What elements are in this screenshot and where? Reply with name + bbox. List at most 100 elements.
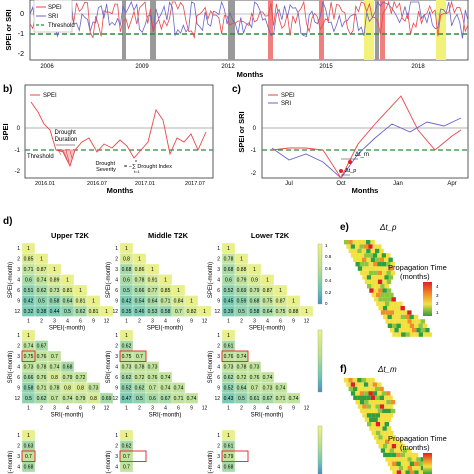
map-cell	[364, 279, 370, 284]
heatmap-cell-value: 0.45	[224, 299, 234, 305]
x-axis-label: Months	[352, 186, 379, 195]
map-cell	[357, 240, 362, 245]
heatmap-row-tick: 6	[115, 375, 118, 381]
y-tick-label: 0	[20, 11, 24, 18]
heatmap-row-tick: 1	[115, 333, 118, 339]
map-cell	[373, 279, 378, 284]
heatmap-col-tick: 4	[266, 319, 269, 325]
heatmap-cell-value: 0.42	[24, 299, 34, 305]
annotation-drought-duration: Drought Duration	[54, 130, 77, 143]
heatmap-cell-value: 0.62	[76, 309, 86, 315]
column-title-lower: Lower T2K	[251, 231, 290, 240]
heatmap-cell-value: 0.74	[289, 396, 299, 402]
y-tick-label: 0	[17, 126, 21, 132]
heatmap-cell-value: 1	[27, 433, 30, 439]
map-cell	[377, 408, 383, 414]
map-cell	[362, 395, 367, 400]
heatmap-cell-value: 0.78	[224, 257, 234, 263]
spei-series-line	[271, 95, 462, 179]
map-cell	[361, 240, 366, 245]
map-cell	[371, 422, 376, 427]
map-cell	[405, 332, 410, 337]
map-cell	[427, 332, 432, 337]
heatmap-row-tick: 1	[217, 433, 220, 439]
heatmap-cell-value: 0.67	[37, 344, 47, 350]
heatmap-cell-value: 0.79	[250, 288, 260, 294]
heatmap-cell-value: 0.62	[122, 444, 132, 450]
map-cell	[371, 266, 376, 271]
heatmap-col-tick: 12	[202, 406, 208, 412]
map-cell	[382, 426, 387, 431]
map-cell	[400, 444, 405, 449]
heatmap-row-tick: 4	[217, 465, 220, 471]
map-cell	[402, 448, 408, 453]
colorbar-tick: 0.2	[325, 290, 332, 295]
map-cell	[361, 378, 366, 383]
heatmap-cell-value: 0.58	[250, 309, 260, 315]
heatmap-row-tick: 2	[115, 444, 118, 450]
annotation-delta-tp: Δt_p	[345, 168, 356, 174]
map-cell	[403, 466, 408, 471]
heatmap-cell-value: 0.73	[24, 365, 34, 371]
map-cell	[370, 395, 376, 400]
map-cell	[375, 404, 380, 409]
map-cell	[390, 328, 395, 333]
map-cell	[363, 382, 369, 387]
heatmap-y-label: SPEI(-month)	[8, 262, 14, 298]
map-cell	[398, 319, 403, 324]
heatmap-row-tick: 12	[112, 396, 118, 402]
heatmap-col-tick: 9	[92, 406, 95, 412]
heatmap-row-tick: 4	[17, 278, 20, 284]
map-cell	[382, 270, 387, 276]
map-cell	[380, 448, 386, 453]
map-cell	[350, 244, 356, 249]
heatmap-col-tick: 4	[66, 406, 69, 412]
heatmap-cell-value: 0.7	[123, 454, 130, 460]
map-cell	[396, 444, 401, 449]
panel-a: 0 -1 -2 SPEI or SRI 2006 2009 2012 2015 …	[4, 0, 469, 79]
x-tick-label: 2006	[40, 64, 54, 70]
map-cell	[352, 378, 358, 383]
map-cell	[407, 466, 412, 471]
heatmap-cell-value: 1	[125, 246, 128, 252]
map-cell	[388, 266, 393, 271]
heatmap-cell-value: 1	[240, 257, 243, 263]
heatmap-cell-value: 0.61	[250, 396, 260, 402]
map-cell	[380, 284, 385, 289]
colorbar-tick: 0.8	[325, 254, 332, 259]
map-cell	[382, 408, 387, 414]
map-cell	[409, 461, 415, 466]
map-cell	[382, 417, 387, 422]
map-cell	[375, 422, 381, 427]
heatmap-x-label: SPEI(-month)	[49, 326, 85, 332]
map-cell	[355, 400, 360, 405]
map-cell	[391, 452, 397, 458]
map-cell	[390, 466, 395, 471]
map-cell	[353, 248, 358, 254]
heatmap-cell-value: 0.32	[24, 309, 34, 315]
spei-series-line	[29, 0, 469, 40]
panel-e: e) Δt_p Propagation Time (months) 4 3 2 …	[340, 222, 447, 337]
map-cell	[389, 301, 394, 306]
x-tick-label: 2017.07	[185, 181, 205, 187]
heatmap-cell-value: 1	[27, 333, 30, 339]
legend-unit: (months)	[400, 272, 430, 281]
panel-c-frame	[261, 84, 469, 179]
heatmap-cell-value: 0.62	[224, 375, 234, 381]
heatmap-cell-value: 0.76	[224, 354, 234, 360]
map-cell	[386, 279, 392, 284]
legend-title: Propagation Time	[388, 434, 447, 443]
map-cell	[366, 240, 371, 245]
heatmap-row-tick: 9	[115, 386, 118, 392]
heatmap-cell-value: 1	[66, 278, 69, 284]
heatmap-cell	[99, 305, 114, 317]
heatmap-cell-value: 0.88	[289, 309, 299, 315]
map-cell	[414, 323, 419, 328]
heatmap-cell-value: 0.74	[187, 396, 197, 402]
heatmap-cell-value: 0.7	[51, 354, 58, 360]
map-cell	[355, 253, 360, 258]
map-cell	[370, 248, 375, 254]
map-cell	[373, 417, 378, 422]
heatmap-cell-value: 1	[305, 309, 308, 315]
colorbar-tick: 0.6	[325, 266, 332, 271]
